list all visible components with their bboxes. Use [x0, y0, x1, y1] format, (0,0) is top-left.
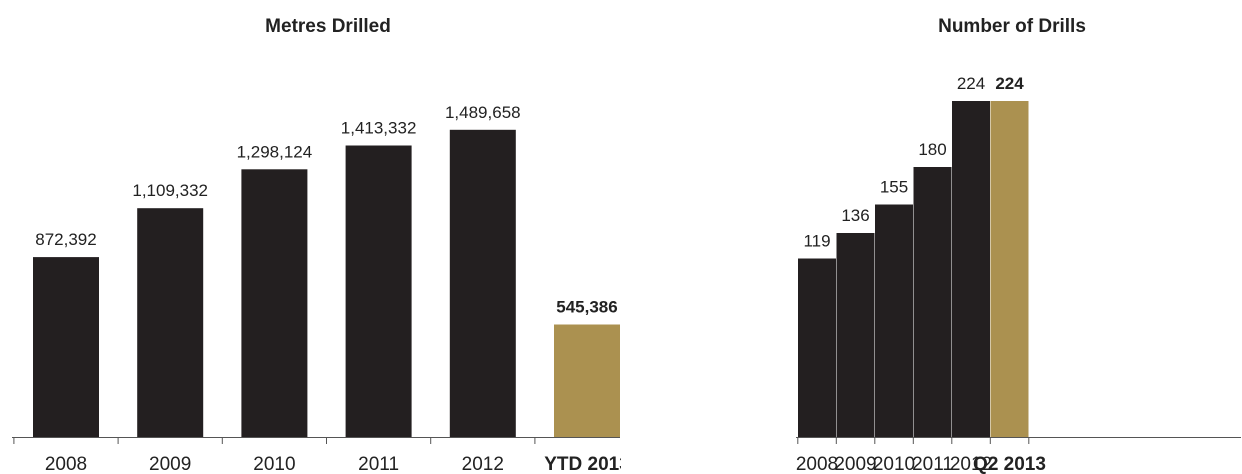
number-of-drills-chart: Number of Drills 119 2008 136 2009 155 2010 18… [796, 16, 1241, 474]
bar-2010 [241, 169, 308, 438]
chart-title: Number of Drills [938, 16, 1086, 37]
category-label: 2010 [253, 454, 295, 474]
bar-2012 [952, 101, 990, 437]
value-label: 1,298,124 [237, 142, 313, 161]
value-label: 224 [995, 74, 1024, 93]
category-label: 2008 [45, 454, 87, 474]
category-label: 2009 [834, 454, 876, 474]
value-label: 872,392 [35, 230, 96, 249]
value-label: 1,109,332 [132, 181, 208, 200]
bar-2011 [345, 145, 412, 437]
value-label: 1,413,332 [341, 119, 417, 138]
chart-title: Metres Drilled [265, 16, 391, 37]
value-label: 180 [918, 140, 946, 159]
value-label: 155 [880, 178, 908, 197]
category-label: 2012 [462, 454, 504, 474]
category-label: 2011 [912, 454, 953, 474]
category-label: 2010 [873, 454, 915, 474]
category-label: 2008 [796, 454, 838, 474]
bar-2008 [33, 257, 99, 437]
bar-2012 [449, 129, 516, 438]
bar-2011 [913, 167, 952, 437]
bar-q2-2013 [990, 101, 1029, 437]
value-label: 224 [957, 74, 985, 93]
bar-ytd-2013 [554, 324, 620, 437]
category-label: YTD 2013 [544, 454, 621, 474]
bar-2009 [137, 208, 204, 437]
category-label: 2009 [149, 454, 191, 474]
bar-2008 [798, 258, 836, 437]
bar-2009 [836, 233, 875, 437]
value-label: 136 [841, 206, 869, 225]
value-label: 545,386 [556, 298, 617, 317]
category-label: 2011 [358, 454, 399, 474]
bar-2010 [875, 204, 913, 437]
category-label: Q2 2013 [973, 454, 1046, 474]
value-label: 119 [803, 232, 830, 251]
metres-drilled-chart: Metres Drilled 872,392 2008 1,109,332 2009 1… [12, 16, 621, 474]
value-label: 1,489,658 [445, 103, 521, 122]
category-label: 2012 [950, 454, 992, 474]
